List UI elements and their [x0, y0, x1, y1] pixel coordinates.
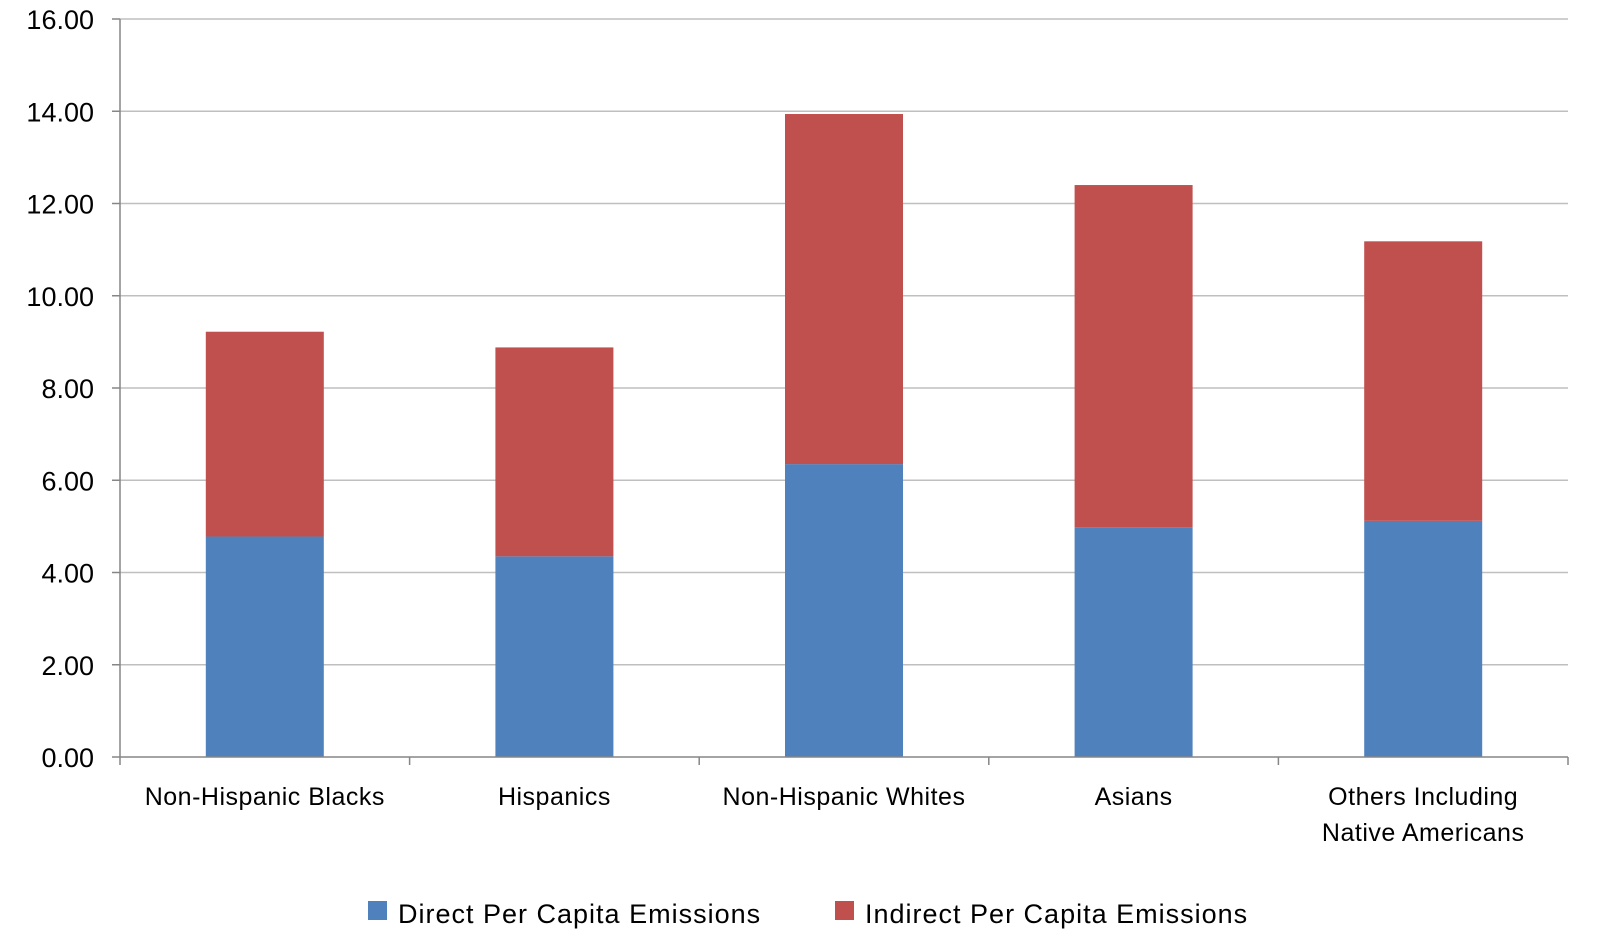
bar-direct-4 [1364, 520, 1483, 757]
x-tick-label: Non-Hispanic Blacks [145, 783, 385, 811]
legend-label-indirect: Indirect Per Capita Emissions [865, 899, 1248, 929]
x-tick-label: Asians [1095, 783, 1173, 811]
bar-indirect-0 [205, 331, 324, 537]
y-axis-tick-labels: 0.00 2.00 4.00 6.00 8.00 10.00 12.00 14.00 16.00 [26, 5, 94, 773]
y-tick-label: 8.00 [41, 374, 94, 404]
bar-indirect-2 [785, 114, 903, 465]
bar-indirect-3 [1074, 185, 1193, 528]
x-tick-label: Hispanics [498, 783, 611, 811]
x-tick-label: Others Including [1328, 783, 1518, 811]
y-tick-label: 10.00 [26, 282, 94, 312]
legend-label-direct: Direct Per Capita Emissions [398, 899, 761, 929]
bar-direct-3 [1074, 527, 1193, 757]
x-tick-label: Non-Hispanic Whites [723, 783, 966, 811]
legend-swatch-direct [368, 901, 387, 920]
bar-direct-1 [495, 556, 614, 757]
y-tick-label: 0.00 [41, 743, 94, 773]
legend-swatch-indirect [835, 901, 854, 920]
bar-direct-0 [205, 536, 324, 757]
bar-indirect-4 [1364, 241, 1483, 521]
y-tick-label: 6.00 [41, 466, 94, 496]
y-tick-label: 12.00 [26, 190, 94, 220]
bar-direct-2 [785, 464, 903, 757]
legend: Direct Per Capita Emissions Indirect Per … [368, 899, 1248, 929]
bar-indirect-1 [495, 347, 614, 557]
axes [112, 18, 1569, 765]
bars [205, 114, 1483, 757]
x-tick-label: Native Americans [1322, 819, 1525, 847]
y-tick-label: 16.00 [26, 5, 94, 35]
y-tick-label: 2.00 [41, 651, 94, 681]
y-tick-label: 4.00 [41, 559, 94, 589]
y-tick-label: 14.00 [26, 97, 94, 127]
x-axis-tick-labels: Non-Hispanic Blacks Hispanics Non-Hispanic… [145, 783, 1525, 847]
